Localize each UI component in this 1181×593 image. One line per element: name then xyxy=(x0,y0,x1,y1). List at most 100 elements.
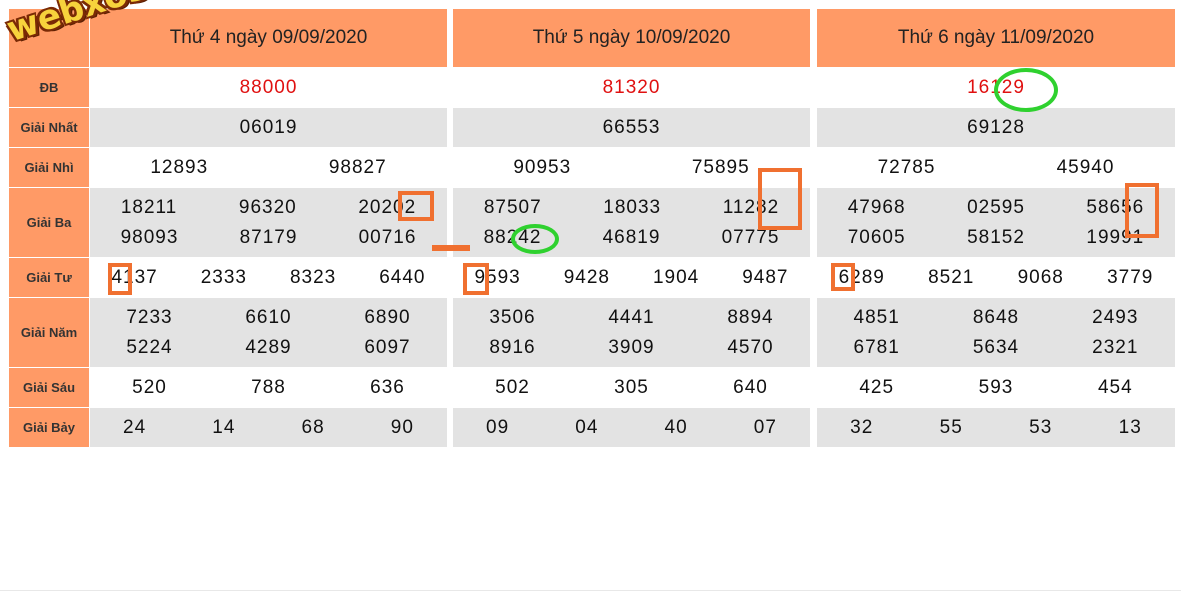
green-circle-mark xyxy=(511,224,559,254)
label-giai-nhat: Giải Nhất xyxy=(9,107,89,147)
prize-number: 46819 xyxy=(602,226,661,248)
prize-number: 32 xyxy=(850,416,874,438)
row-ba: 18211 96320 20202 98093 87179 00716 xyxy=(90,187,447,257)
prize-number: 87179 xyxy=(239,226,298,248)
prize-number: 6289 xyxy=(838,266,885,288)
row-nhat: 69128 xyxy=(817,107,1175,147)
prize-number: 66553 xyxy=(602,116,661,138)
prize-number: 520 xyxy=(132,376,167,398)
row-ba: 47968 02595 58656 70605 58152 19991 xyxy=(817,187,1175,257)
prize-number: 6781 xyxy=(853,336,900,358)
prize-number: 3779 xyxy=(1107,266,1154,288)
prize-number: 425 xyxy=(859,376,895,398)
prize-number: 72785 xyxy=(877,156,936,178)
prize-number: 18211 xyxy=(120,196,178,218)
prize-number: 69128 xyxy=(967,116,1025,138)
row-ba: 87507 18033 11282 88242 46819 07775 xyxy=(453,187,810,257)
prize-number: 2321 xyxy=(1092,336,1139,358)
prize-number: 7233 xyxy=(126,306,173,328)
prize-number: 87507 xyxy=(483,196,542,218)
row-bay: 32 55 53 13 xyxy=(817,407,1175,447)
result-column-1: Thứ 4 ngày 09/09/2020 88000 06019 12893 9… xyxy=(90,9,447,447)
prize-number: 8894 xyxy=(727,306,774,328)
prize-number: 11282 xyxy=(722,196,780,218)
orange-highlight-box xyxy=(108,263,132,295)
row-tu: 9593 9428 1904 9487 xyxy=(453,257,810,297)
prize-number: 4570 xyxy=(727,336,774,358)
prize-number: 24 xyxy=(123,416,147,438)
label-special: ĐB xyxy=(9,67,89,107)
prize-number: 4851 xyxy=(853,306,900,328)
prize-number: 9428 xyxy=(563,266,611,288)
label-giai-nhi: Giải Nhì xyxy=(9,147,89,187)
row-bay: 09 04 40 07 xyxy=(453,407,810,447)
prize-number: 07775 xyxy=(721,226,780,248)
prize-label-column: ĐB Giải Nhất Giải Nhì Giải Ba Giải Tư Gi… xyxy=(9,9,89,447)
prize-number: 68 xyxy=(301,416,325,438)
orange-highlight-box xyxy=(758,168,802,230)
prize-number: 12893 xyxy=(150,156,209,178)
label-giai-bay: Giải Bảy xyxy=(9,407,89,447)
prize-number: 502 xyxy=(495,376,530,398)
prize-number: 02595 xyxy=(967,196,1025,218)
row-nhi: 72785 45940 xyxy=(817,147,1175,187)
prize-number: 4137 xyxy=(111,266,158,288)
prize-number: 1904 xyxy=(652,266,700,288)
prize-number: 47968 xyxy=(847,196,906,218)
prize-number: 75895 xyxy=(691,156,750,178)
column-header: Thứ 5 ngày 10/09/2020 xyxy=(453,9,810,67)
prize-number: 14 xyxy=(212,416,236,438)
row-sau: 520 788 636 xyxy=(90,367,447,407)
row-nam: 4851 8648 2493 6781 5634 2321 xyxy=(817,297,1175,367)
prize-number: 305 xyxy=(614,376,649,398)
row-nhi: 90953 75895 xyxy=(453,147,810,187)
prize-number: 40 xyxy=(664,416,688,438)
prize-number: 4289 xyxy=(245,336,292,358)
prize-number: 90953 xyxy=(513,156,572,178)
prize-number: 3909 xyxy=(608,336,655,358)
divider xyxy=(0,590,1181,591)
prize-number: 9487 xyxy=(742,266,789,288)
prize-number: 8916 xyxy=(489,336,536,358)
orange-highlight-box xyxy=(1125,183,1159,238)
prize-number: 45940 xyxy=(1056,156,1115,178)
prize-number: 00716 xyxy=(358,226,417,248)
row-nam: 3506 4441 8894 8916 3909 4570 xyxy=(453,297,810,367)
label-header xyxy=(9,9,89,67)
orange-dash-mark xyxy=(432,245,470,251)
prize-number: 55 xyxy=(939,416,963,438)
column-header: Thứ 6 ngày 11/09/2020 xyxy=(817,9,1175,67)
prize-number: 70605 xyxy=(847,226,906,248)
prize-number: 6097 xyxy=(364,336,411,358)
row-nhat: 06019 xyxy=(90,107,447,147)
prize-number: 19991 xyxy=(1086,226,1145,248)
prize-number: 5224 xyxy=(126,336,173,358)
row-nhat: 66553 xyxy=(453,107,810,147)
prize-number: 8648 xyxy=(972,306,1020,328)
prize-number: 58656 xyxy=(1086,196,1145,218)
row-bay: 24 14 68 90 xyxy=(90,407,447,447)
prize-number: 09 xyxy=(486,416,510,438)
prize-number: 18033 xyxy=(603,196,662,218)
result-column-2: Thứ 5 ngày 10/09/2020 81320 66553 90953 7… xyxy=(453,9,810,447)
prize-number: 98827 xyxy=(328,156,387,178)
row-nam: 7233 6610 6890 5224 4289 6097 xyxy=(90,297,447,367)
prize-number: 636 xyxy=(370,376,405,398)
prize-number: 96320 xyxy=(238,196,297,218)
prize-number: 13 xyxy=(1118,416,1142,438)
prize-number: 8521 xyxy=(928,266,975,288)
row-tu: 6289 8521 9068 3779 xyxy=(817,257,1175,297)
green-circle-mark xyxy=(994,68,1058,112)
prize-number: 8323 xyxy=(289,266,337,288)
prize-number: 9068 xyxy=(1017,266,1064,288)
special-number: 88000 xyxy=(239,76,298,98)
label-giai-ba: Giải Ba xyxy=(9,187,89,257)
prize-number: 98093 xyxy=(120,226,179,248)
prize-number: 593 xyxy=(978,376,1014,398)
result-column-3: Thứ 6 ngày 11/09/2020 16129 69128 72785 4… xyxy=(817,9,1175,447)
prize-number: 640 xyxy=(733,376,768,398)
special-number: 81320 xyxy=(602,76,661,98)
orange-highlight-box xyxy=(398,191,434,221)
prize-number: 58152 xyxy=(967,226,1025,248)
row-special: 88000 xyxy=(90,67,447,107)
